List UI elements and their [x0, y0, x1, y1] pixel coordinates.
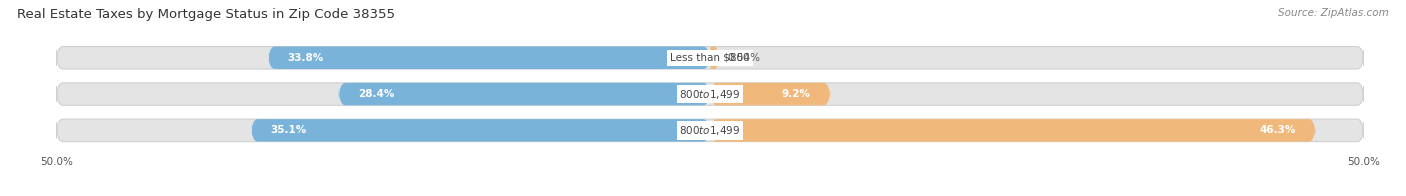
FancyBboxPatch shape	[269, 46, 710, 69]
Text: $800 to $1,499: $800 to $1,499	[679, 124, 741, 137]
FancyBboxPatch shape	[56, 83, 1364, 105]
FancyBboxPatch shape	[252, 119, 710, 142]
Text: Less than $800: Less than $800	[671, 53, 749, 63]
FancyBboxPatch shape	[56, 46, 1364, 69]
FancyBboxPatch shape	[339, 83, 710, 105]
Text: 35.1%: 35.1%	[271, 125, 307, 135]
FancyBboxPatch shape	[710, 83, 831, 105]
FancyBboxPatch shape	[710, 119, 1316, 142]
Text: $800 to $1,499: $800 to $1,499	[679, 88, 741, 101]
Text: Real Estate Taxes by Mortgage Status in Zip Code 38355: Real Estate Taxes by Mortgage Status in …	[17, 8, 395, 21]
FancyBboxPatch shape	[710, 46, 717, 69]
Text: 28.4%: 28.4%	[359, 89, 395, 99]
FancyBboxPatch shape	[56, 119, 1364, 142]
Text: Source: ZipAtlas.com: Source: ZipAtlas.com	[1278, 8, 1389, 18]
Text: 0.54%: 0.54%	[727, 53, 761, 63]
Text: 33.8%: 33.8%	[288, 53, 323, 63]
Text: 46.3%: 46.3%	[1260, 125, 1296, 135]
Text: 9.2%: 9.2%	[782, 89, 811, 99]
